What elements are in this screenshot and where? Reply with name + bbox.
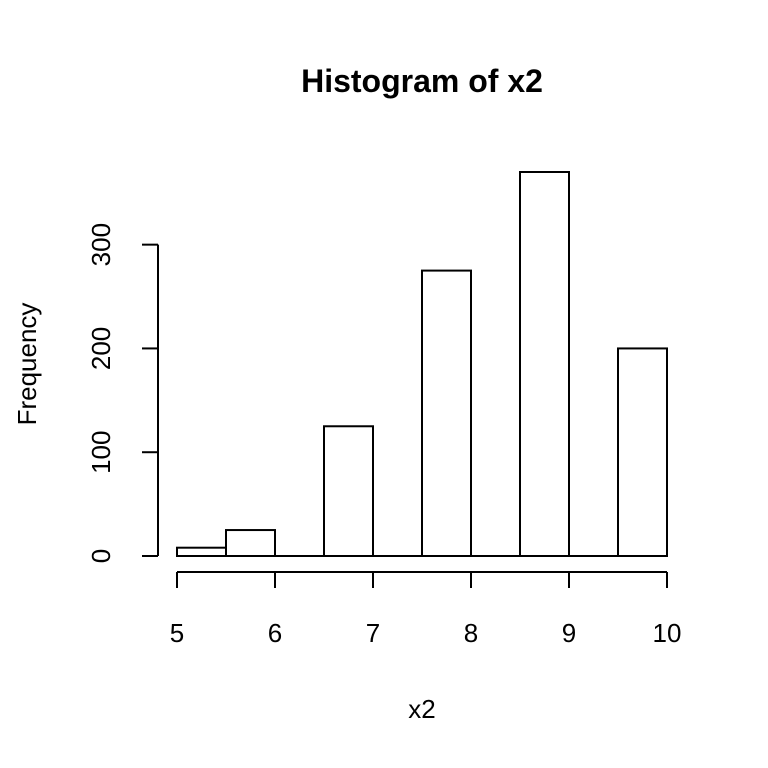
x-axis-label: x2 [408, 694, 435, 724]
chart-title: Histogram of x2 [301, 63, 543, 99]
y-axis-label: Frequency [12, 303, 42, 426]
histogram-bar [617, 347, 668, 557]
y-tick-label: 100 [86, 431, 116, 474]
x-tick-label: 10 [653, 618, 682, 648]
x-tick-label: 8 [464, 618, 478, 648]
y-tick-label: 200 [86, 327, 116, 370]
histogram-bar [225, 529, 276, 558]
bars-group [176, 171, 668, 558]
histogram-bar [176, 546, 227, 558]
y-tick-label: 300 [86, 223, 116, 266]
x-tick-label: 7 [366, 618, 380, 648]
x-axis: 5 6 7 8 9 10 [170, 571, 682, 648]
y-tick-label: 0 [86, 549, 116, 563]
x-tick-label: 5 [170, 618, 184, 648]
histogram-bar [519, 171, 570, 557]
histogram-bar [323, 425, 374, 557]
x-tick-label: 9 [562, 618, 576, 648]
histogram-bar [421, 269, 472, 557]
y-axis: 0 100 200 300 [86, 223, 159, 563]
x-tick-label: 6 [268, 618, 282, 648]
